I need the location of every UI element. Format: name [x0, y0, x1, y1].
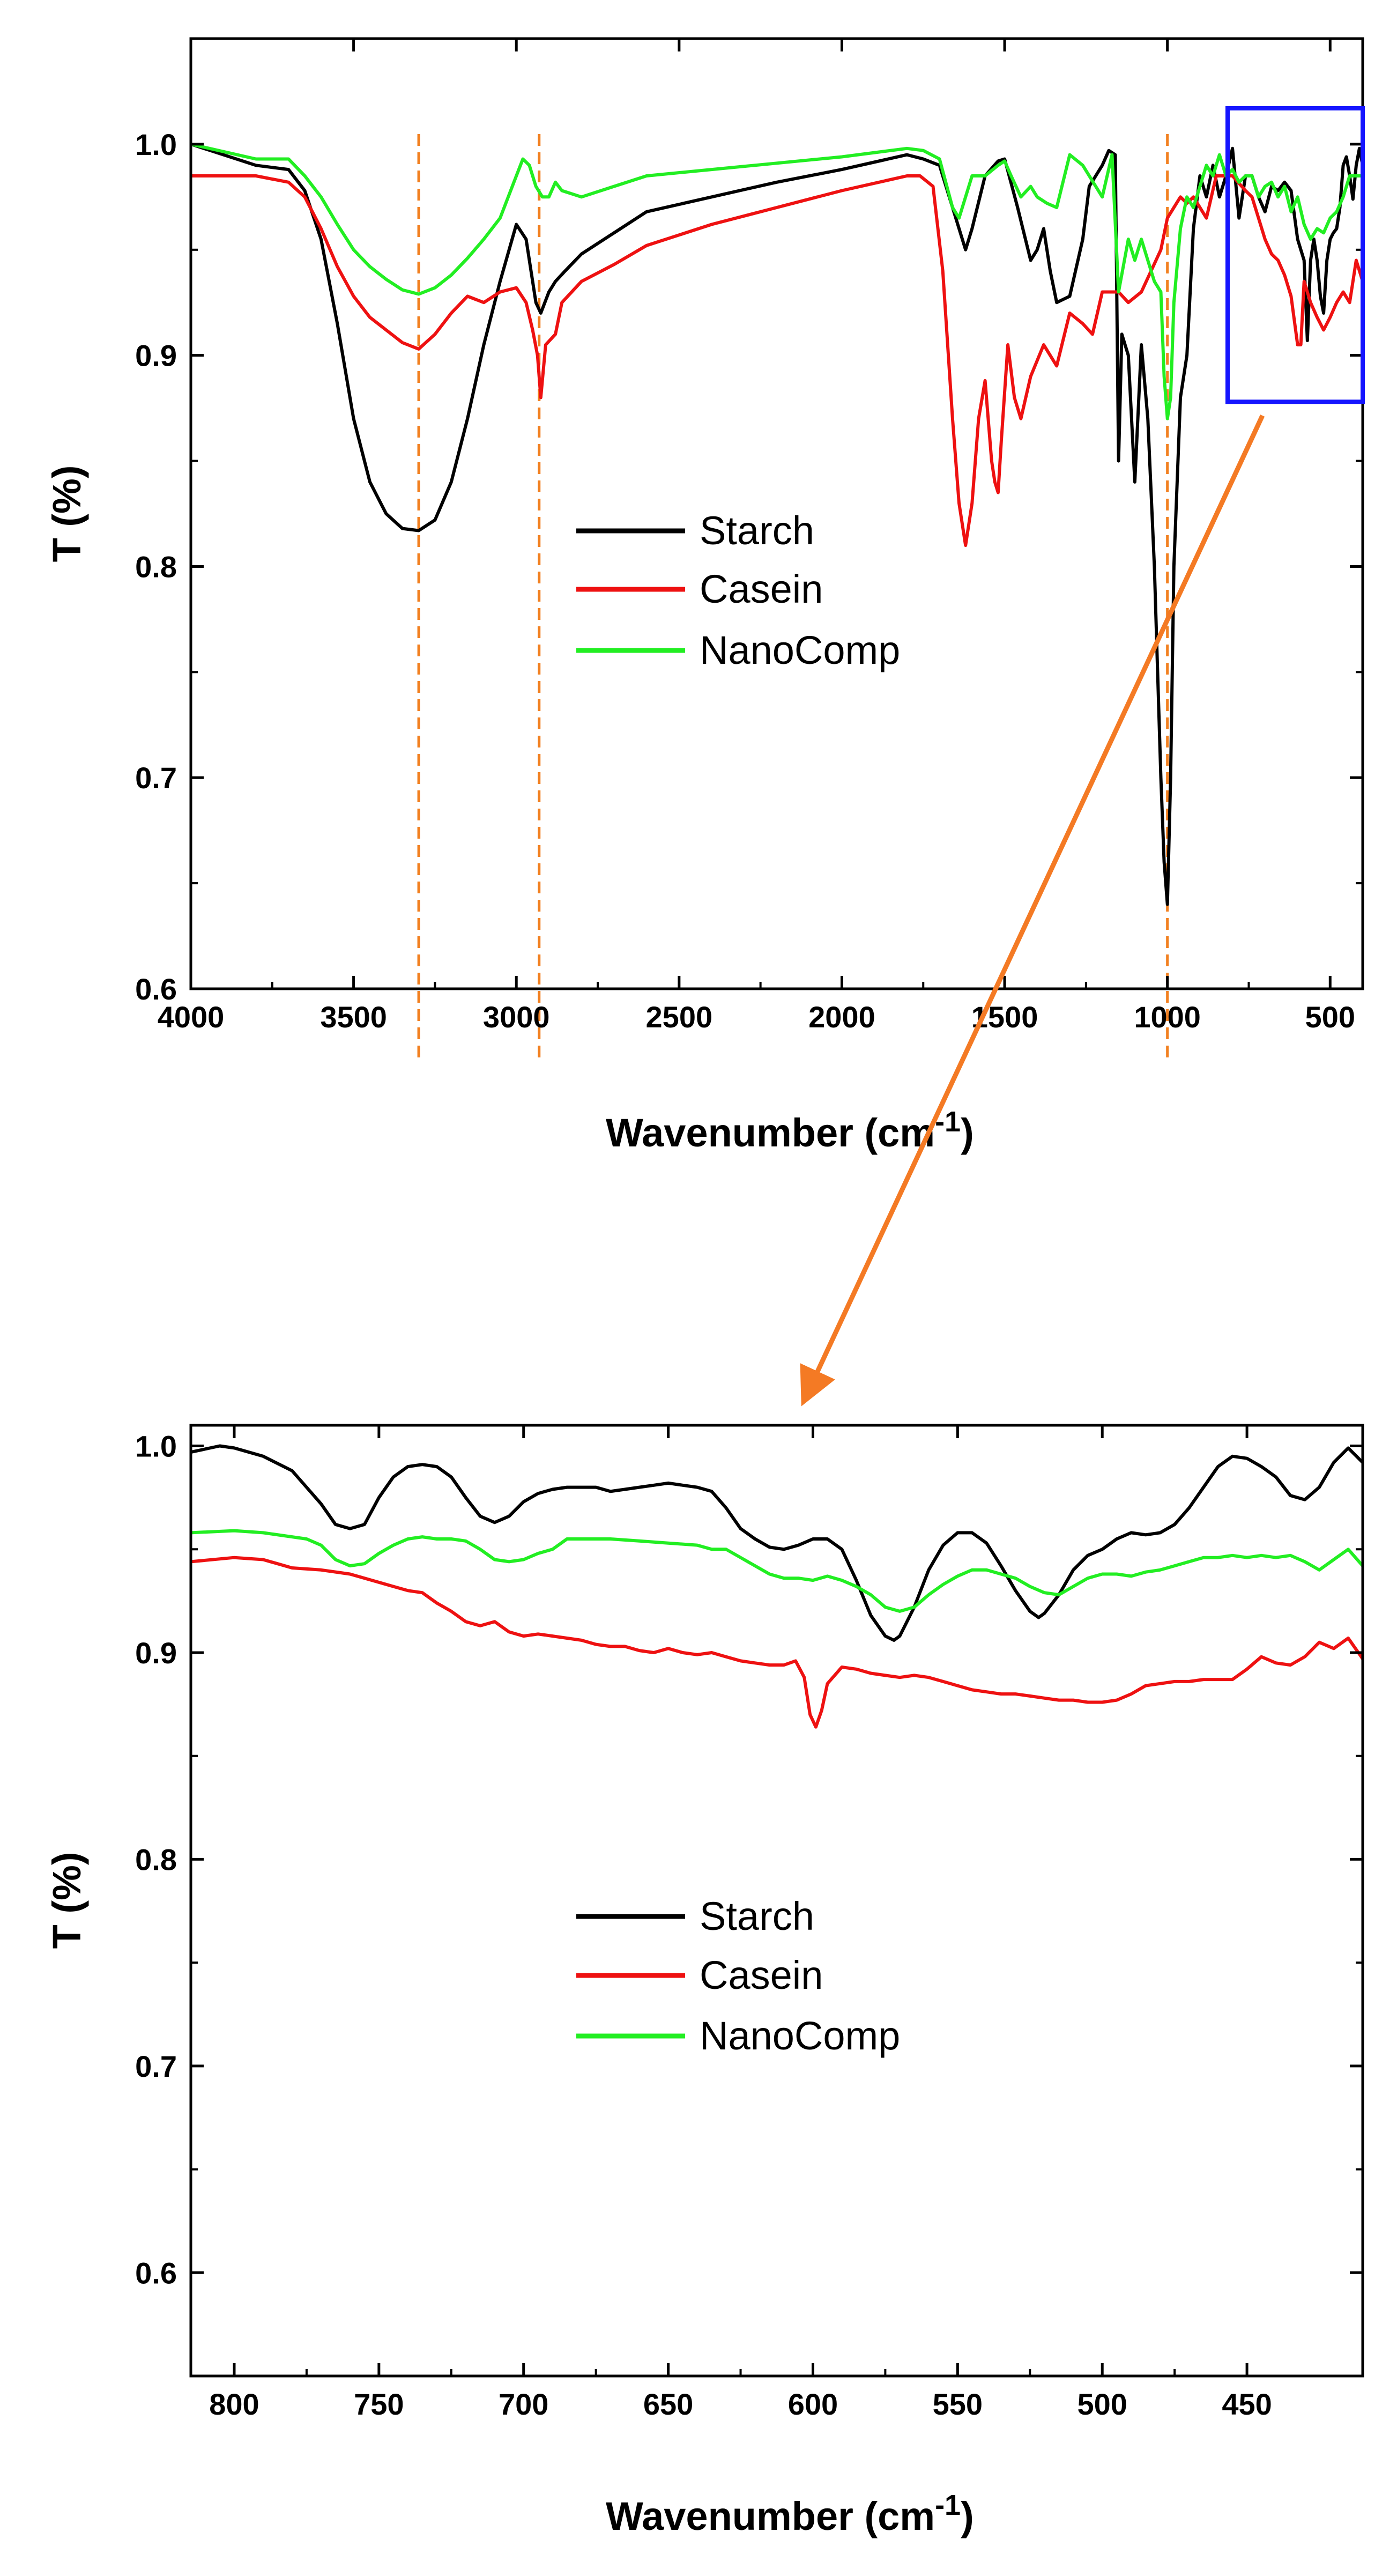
- peak-guide-lines: [417, 134, 1169, 1062]
- x-tick-label: 500: [1305, 1000, 1355, 1034]
- legend-label-starch-zoom: Starch: [700, 1894, 814, 1938]
- x-tick-label-zoom: 650: [643, 2387, 693, 2421]
- plot-frame: [189, 37, 1364, 990]
- zoomed-spectrum-panel: 800 750 700 650 600 550 500 4500.60.70.80.91.0 …: [44, 1424, 1364, 2538]
- y-tick-label-zoom: 0.6: [135, 2256, 177, 2290]
- x-tick-label-zoom: 750: [354, 2387, 404, 2421]
- x-tick-label: 4000: [158, 1000, 225, 1034]
- y-tick-label: 0.9: [135, 339, 177, 373]
- legend: Starch Casein NanoComp: [576, 508, 900, 672]
- zoomed-spectrum-ticks: 800 750 700 650 600 550 500 450 0.6 0.7 0.8 0.9 1.0: [135, 1425, 1363, 2421]
- full-spectrum-series: [191, 142, 1363, 906]
- x-tick-label: 1000: [1134, 1000, 1201, 1034]
- zoom-region-box: [1225, 106, 1365, 404]
- y-axis-label: T (%): [44, 465, 89, 562]
- x-axis-label: Wavenumber (cm-1): [606, 1106, 974, 1155]
- x-tick-label-zoom: 800: [209, 2387, 259, 2421]
- series-line-nanocomp: [191, 142, 1363, 420]
- x-tick-label: 3000: [483, 1000, 550, 1034]
- series-line-casein: [191, 174, 1363, 547]
- y-tick-label: 0.6: [135, 972, 177, 1006]
- x-tick-label-zoom: 550: [933, 2387, 983, 2421]
- x-tick-label-zoom: 700: [499, 2387, 548, 2421]
- y-axis-label-zoom: T (%): [44, 1852, 89, 1949]
- plot-frame-zoom: [189, 1424, 1364, 2378]
- series-line-nanocomp-zoom: [191, 1529, 1363, 1613]
- y-tick-label: 1.0: [135, 128, 177, 161]
- y-tick-label: 0.8: [135, 550, 177, 583]
- series-line-casein-zoom: [191, 1556, 1363, 1729]
- x-tick-label-zoom: 600: [788, 2387, 838, 2421]
- zoom-callout-arrow: [800, 414, 1265, 1407]
- series-line-starch: [191, 142, 1363, 906]
- full-spectrum-panel: 4000 3500 3000 2500 2000 1500 1000 5000.60.70.8…: [44, 37, 1365, 1155]
- legend-label-casein-zoom: Casein: [700, 1953, 823, 1997]
- x-tick-label: 2000: [808, 1000, 875, 1034]
- legend-zoom: Starch Casein NanoComp: [576, 1894, 900, 2058]
- full-spectrum-ticks: 4000 3500 3000 2500 2000 1500 1000 5000.60.70.8…: [135, 39, 1363, 1034]
- x-tick-label-zoom: 450: [1222, 2387, 1272, 2421]
- legend-label-nanocomp: NanoComp: [700, 628, 900, 672]
- y-tick-label-zoom: 1.0: [135, 1430, 177, 1463]
- x-tick-label-zoom: 500: [1078, 2387, 1127, 2421]
- y-tick-label-zoom: 0.9: [135, 1636, 177, 1670]
- x-tick-label: 3500: [320, 1000, 387, 1034]
- x-tick-label: 2500: [646, 1000, 713, 1034]
- y-tick-label-zoom: 0.8: [135, 1842, 177, 1876]
- legend-label-starch: Starch: [700, 508, 814, 553]
- legend-label-casein: Casein: [700, 567, 823, 611]
- legend-label-nanocomp-zoom: NanoComp: [700, 2014, 900, 2058]
- y-tick-label: 0.7: [135, 761, 177, 795]
- x-axis-label-zoom: Wavenumber (cm-1): [606, 2489, 974, 2538]
- y-tick-label-zoom: 0.7: [135, 2049, 177, 2083]
- series-line-starch-zoom: [191, 1444, 1363, 1642]
- zoomed-spectrum-series: [191, 1444, 1363, 1729]
